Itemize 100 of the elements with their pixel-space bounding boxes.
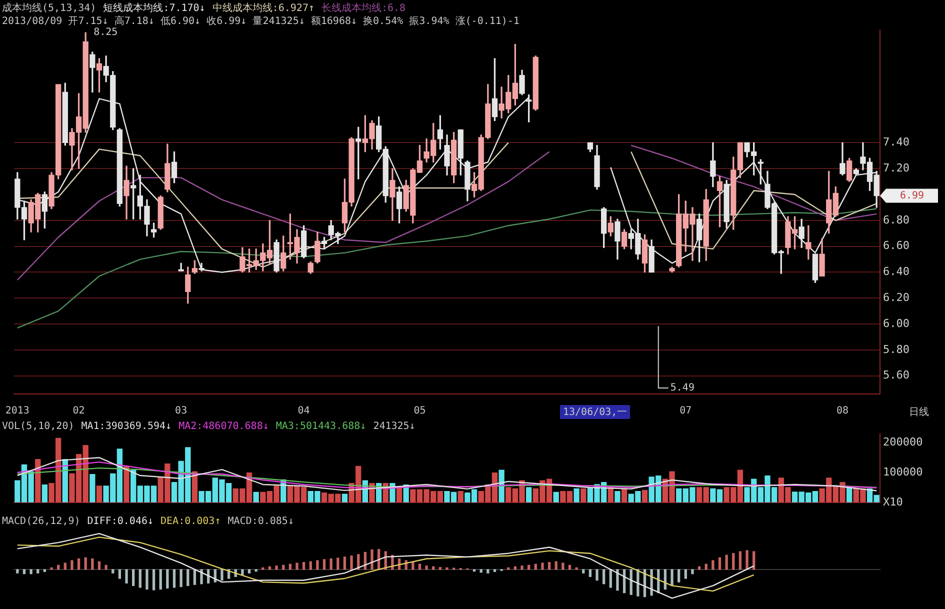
bar <box>614 491 620 502</box>
bar <box>602 569 606 584</box>
y-tick-label: 100000 <box>883 465 923 478</box>
bar <box>253 492 259 502</box>
bar <box>718 557 722 570</box>
bar <box>746 550 748 570</box>
bar <box>275 566 278 570</box>
bar <box>732 553 735 570</box>
text: MA3:501443.688↓ <box>276 421 366 432</box>
bar <box>96 486 102 502</box>
bar <box>438 567 442 570</box>
bar <box>493 569 496 572</box>
bar <box>64 562 66 570</box>
bar <box>138 569 142 588</box>
bar <box>574 488 580 502</box>
bar <box>698 566 701 570</box>
y-tick-label: 6.60 <box>883 239 910 252</box>
bar <box>691 569 694 574</box>
text: MACD:0.085↓ <box>228 516 294 527</box>
bar <box>22 569 26 574</box>
bar <box>152 569 156 590</box>
bar <box>146 569 148 590</box>
text: DEA:0.003↑ <box>160 516 221 527</box>
bar <box>166 569 169 589</box>
bar <box>254 569 258 572</box>
bar <box>670 569 674 586</box>
text: 日线 <box>908 406 930 419</box>
text: MA2:486070.688↓ <box>178 421 269 432</box>
chart-title: 成本均线(5,13,34) <box>2 3 96 14</box>
x-tick-label: 02 <box>72 406 85 417</box>
series-label: DIFF:0.046↓ <box>87 516 154 527</box>
bar <box>526 487 532 502</box>
bar <box>322 559 326 570</box>
bar <box>262 567 264 570</box>
bar <box>350 556 353 570</box>
x-tick-label: 05 <box>414 406 426 417</box>
bar <box>302 562 306 570</box>
bar <box>712 560 714 570</box>
bar <box>568 564 572 570</box>
bar <box>554 561 558 570</box>
bar <box>248 569 251 574</box>
annotation: 8.25 <box>94 27 118 38</box>
bar <box>446 567 448 570</box>
text: 长线成本均线:6.8 <box>322 3 406 14</box>
bar <box>343 556 346 570</box>
bar <box>725 554 728 570</box>
bar <box>704 564 708 570</box>
bar <box>91 558 94 570</box>
bar <box>498 470 504 502</box>
bar <box>330 558 332 570</box>
bar <box>172 569 176 588</box>
bar <box>588 569 592 578</box>
y-tick-label: 6.00 <box>883 316 910 330</box>
bar <box>159 569 162 590</box>
bar <box>458 491 464 502</box>
y-tick-label: 5.60 <box>883 368 910 382</box>
bar <box>609 569 612 588</box>
bar <box>296 562 298 570</box>
bar <box>534 564 537 570</box>
bar <box>98 561 101 570</box>
bar <box>480 569 482 573</box>
bar <box>316 560 319 570</box>
y-tick-label: 6.80 <box>883 213 910 226</box>
text: 241325↓ <box>373 421 416 432</box>
bar <box>580 488 586 502</box>
bar <box>30 569 32 574</box>
text: 短线成本均线:7.170↓ <box>103 3 206 14</box>
bar <box>268 566 272 570</box>
bar <box>752 551 756 570</box>
bar <box>282 564 285 570</box>
bar <box>288 564 292 570</box>
text: 13/06/03,一 <box>560 405 630 419</box>
bar <box>118 569 122 579</box>
text: MA1:390369.594↓ <box>81 421 172 432</box>
y-tick-label: 7.40 <box>883 136 910 149</box>
chart-title: VOL(5,10,20) <box>2 421 74 432</box>
bar <box>125 569 128 584</box>
text: 中线成本均线:6.927↑ <box>212 3 314 14</box>
y-tick-label: 6.20 <box>883 291 910 304</box>
bar <box>124 466 130 502</box>
bar <box>527 564 530 570</box>
bar <box>418 564 422 570</box>
y-tick-label: 200000 <box>883 436 923 449</box>
bar <box>582 569 585 574</box>
bar <box>684 569 687 579</box>
chart-subtitle: 2013/08/09 开7.15↓ 高7.18↓ 低6.90↓ 收6.99↓ 量241325↓ 额16968↓ 换0.54% 振3.94% 涨(-0.11)-1 <box>2 14 520 28</box>
bar <box>553 492 559 502</box>
bar <box>42 484 48 502</box>
bar <box>43 569 46 572</box>
bar <box>132 569 135 586</box>
bar <box>16 569 19 574</box>
y-tick-label: 7.20 <box>883 161 910 174</box>
bar <box>575 567 578 570</box>
y-tick-label: X10 <box>883 495 903 508</box>
bar <box>104 564 108 570</box>
bar <box>220 569 224 581</box>
bar <box>90 474 96 502</box>
bar <box>432 566 435 570</box>
bar <box>425 566 428 570</box>
bar <box>70 560 74 570</box>
